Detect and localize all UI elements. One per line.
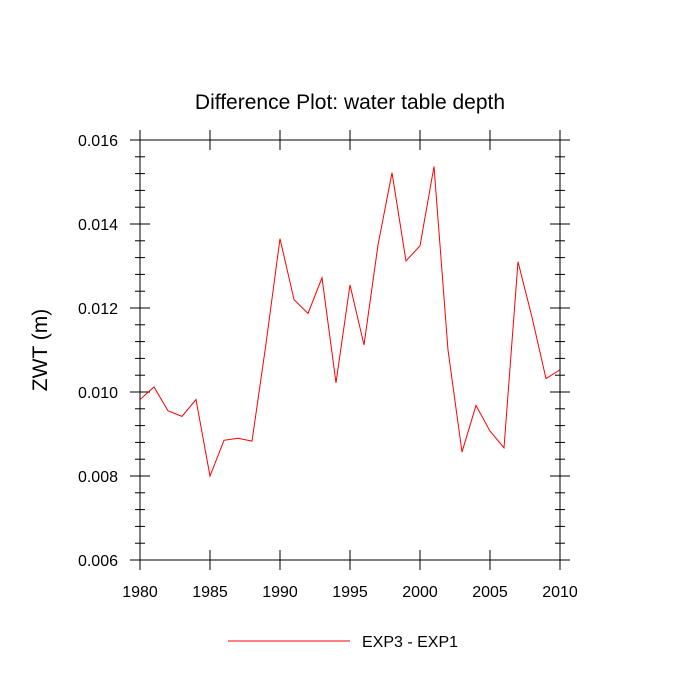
legend: EXP3 - EXP1 <box>228 634 458 651</box>
y-tick-label: 0.016 <box>78 133 118 150</box>
y-tick-labels: 0.006 0.008 0.010 0.012 0.014 0.016 <box>78 133 118 570</box>
chart-title: Difference Plot: water table depth <box>195 91 505 114</box>
y-tick-label: 0.008 <box>78 469 118 486</box>
x-tick-label: 1980 <box>122 584 158 601</box>
major-ticks <box>130 130 570 570</box>
x-tick-label: 2010 <box>542 584 578 601</box>
x-tick-label: 2000 <box>402 584 438 601</box>
x-tick-label: 1985 <box>192 584 228 601</box>
x-tick-label: 1990 <box>262 584 298 601</box>
x-tick-label: 2005 <box>472 584 508 601</box>
series-lines <box>139 166 561 478</box>
y-tick-label: 0.012 <box>78 301 118 318</box>
series-line <box>139 166 561 478</box>
y-tick-label: 0.014 <box>78 217 118 234</box>
y-axis-label: ZWT (m) <box>29 309 52 391</box>
plot-frame <box>139 139 561 561</box>
legend-label: EXP3 - EXP1 <box>362 634 458 651</box>
y-tick-label: 0.006 <box>78 553 118 570</box>
x-tick-label: 1995 <box>332 584 368 601</box>
minor-ticks <box>135 156 565 544</box>
x-tick-labels: 1980 1985 1990 1995 2000 2005 2010 <box>122 584 578 601</box>
y-tick-label: 0.010 <box>78 385 118 402</box>
